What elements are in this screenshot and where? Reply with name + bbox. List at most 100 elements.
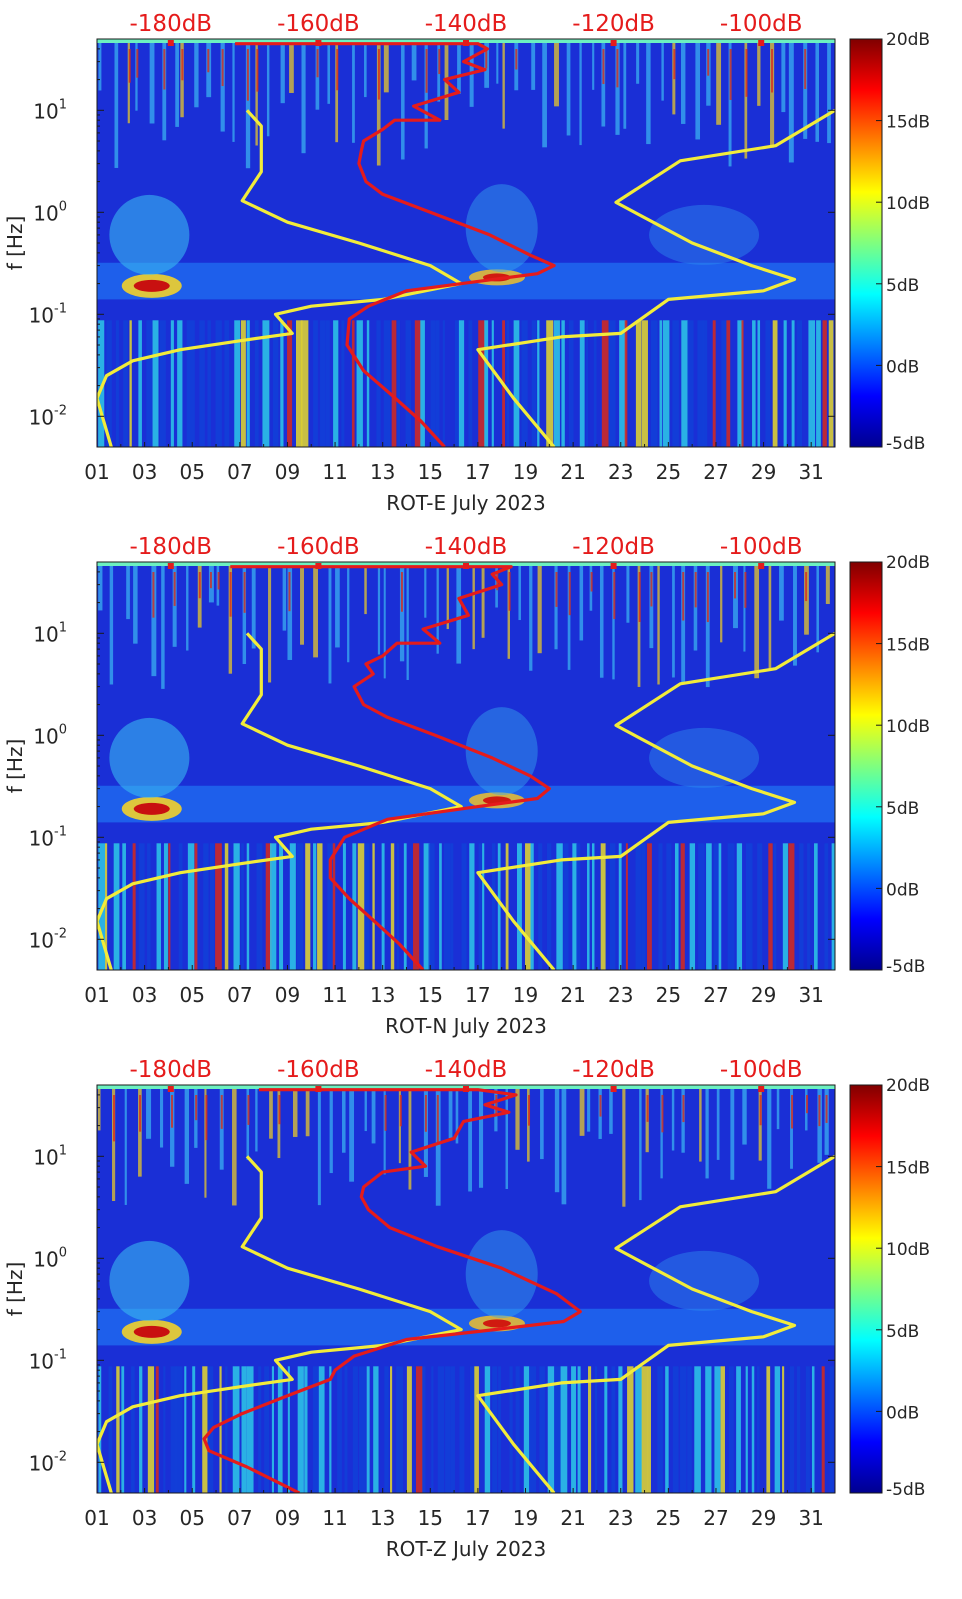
storm-halo: [109, 717, 190, 798]
low-frequency-streak: [397, 320, 401, 447]
low-frequency-streak: [264, 1366, 270, 1493]
low-frequency-streak: [256, 843, 263, 970]
low-frequency-streak: [301, 320, 309, 447]
low-frequency-streak: [505, 843, 509, 970]
x-tick-label: 03: [132, 983, 157, 1007]
low-frequency-streak: [313, 843, 317, 970]
x-tick-label: 31: [798, 1506, 823, 1530]
low-frequency-streak: [604, 1366, 608, 1493]
colorbar-label: -5dB: [886, 1480, 925, 1500]
top-db-label: -100dB: [720, 534, 803, 560]
low-frequency-streak: [207, 320, 211, 447]
low-frequency-streak: [571, 1366, 576, 1493]
low-frequency-streak: [287, 1366, 290, 1493]
y-tick-base: 10: [33, 201, 58, 225]
high-frequency-streak: [626, 562, 630, 623]
high-frequency-streak: [720, 562, 723, 643]
low-frequency-streak: [587, 843, 590, 970]
low-frequency-streak: [588, 1366, 592, 1493]
high-frequency-hot-streak: [246, 49, 249, 101]
low-frequency-streak: [422, 1366, 426, 1493]
low-frequency-streak: [788, 843, 795, 970]
y-tick-exponent: -1: [54, 1347, 67, 1362]
low-frequency-streak: [484, 320, 489, 447]
storm-halo: [109, 1240, 190, 1321]
low-frequency-streak: [469, 843, 475, 970]
colorbar-label: 5dB: [886, 276, 919, 296]
high-frequency-hot-streak: [316, 49, 319, 78]
low-frequency-streak: [765, 320, 771, 447]
microseism-band: [97, 785, 835, 823]
high-frequency-streak: [146, 1085, 152, 1139]
y-tick-base: 10: [33, 1145, 58, 1169]
low-frequency-streak: [515, 1366, 520, 1493]
y-tick-label: 101: [33, 1143, 67, 1169]
high-frequency-streak: [468, 1085, 472, 1192]
low-frequency-streak: [672, 1366, 679, 1493]
high-frequency-hot-streak: [128, 49, 131, 83]
low-frequency-streak: [783, 320, 787, 447]
high-frequency-streak: [436, 562, 439, 654]
low-frequency-streak: [531, 320, 537, 447]
high-frequency-streak: [705, 1085, 709, 1179]
high-frequency-hot-streak: [682, 572, 685, 621]
high-frequency-streak: [788, 39, 794, 163]
low-frequency-streak: [325, 320, 330, 447]
top-db-label: -180dB: [130, 11, 213, 37]
y-tick-label: 101: [33, 97, 67, 123]
high-frequency-streak: [567, 562, 571, 670]
colorbar-label: 0dB: [886, 357, 919, 377]
low-frequency-streak: [146, 320, 152, 447]
low-frequency-streak: [727, 843, 735, 970]
low-frequency-streak: [736, 843, 743, 970]
high-frequency-streak: [364, 1085, 367, 1132]
high-frequency-streak: [114, 39, 119, 168]
low-frequency-streak: [662, 320, 670, 447]
high-frequency-streak: [292, 1085, 298, 1137]
high-frequency-hot-streak: [485, 49, 488, 69]
high-frequency-streak: [639, 1085, 642, 1201]
high-frequency-streak: [681, 39, 686, 124]
high-frequency-hot-streak: [734, 572, 737, 599]
high-frequency-streak: [742, 1085, 747, 1145]
low-frequency-streak: [721, 320, 728, 447]
x-tick-label: 21: [560, 983, 585, 1007]
low-frequency-streak: [443, 843, 451, 970]
high-frequency-hot-streak: [205, 1095, 208, 1141]
high-frequency-streak: [623, 39, 627, 129]
storm-core: [133, 279, 170, 292]
x-tick-label: 13: [370, 983, 395, 1007]
high-frequency-streak: [98, 562, 103, 611]
low-frequency-streak: [718, 843, 722, 970]
high-frequency-streak: [529, 562, 533, 671]
high-frequency-hot-streak: [818, 1095, 821, 1127]
top-db-tick: [610, 1086, 617, 1092]
low-frequency-streak: [498, 1366, 501, 1493]
low-frequency-streak: [523, 1366, 530, 1493]
y-tick-base: 10: [29, 405, 54, 429]
high-frequency-streak: [592, 39, 595, 90]
colorbar-label: 20dB: [886, 1076, 930, 1096]
mean-psd-curve: [235, 42, 556, 447]
high-frequency-streak: [540, 1085, 544, 1160]
low-frequency-streak: [492, 1366, 498, 1493]
low-noise-model-curve: [476, 108, 835, 447]
low-frequency-streak: [420, 320, 425, 447]
high-frequency-hot-streak: [515, 49, 518, 70]
low-frequency-streak: [271, 1366, 275, 1493]
high-frequency-hot-streak: [806, 1095, 809, 1114]
noise-curves: [97, 565, 835, 970]
low-frequency-streak: [364, 843, 370, 970]
colorbar: [849, 561, 883, 971]
low-frequency-streak: [450, 1366, 455, 1493]
low-frequency-streak: [756, 1366, 760, 1493]
high-frequency-streak: [744, 39, 748, 159]
high-frequency-hot-streak: [288, 572, 291, 612]
top-db-label: -100dB: [720, 11, 803, 37]
x-tick-label: 07: [227, 460, 252, 484]
x-tick-label: 25: [656, 1506, 681, 1530]
low-frequency-streak: [774, 1366, 781, 1493]
